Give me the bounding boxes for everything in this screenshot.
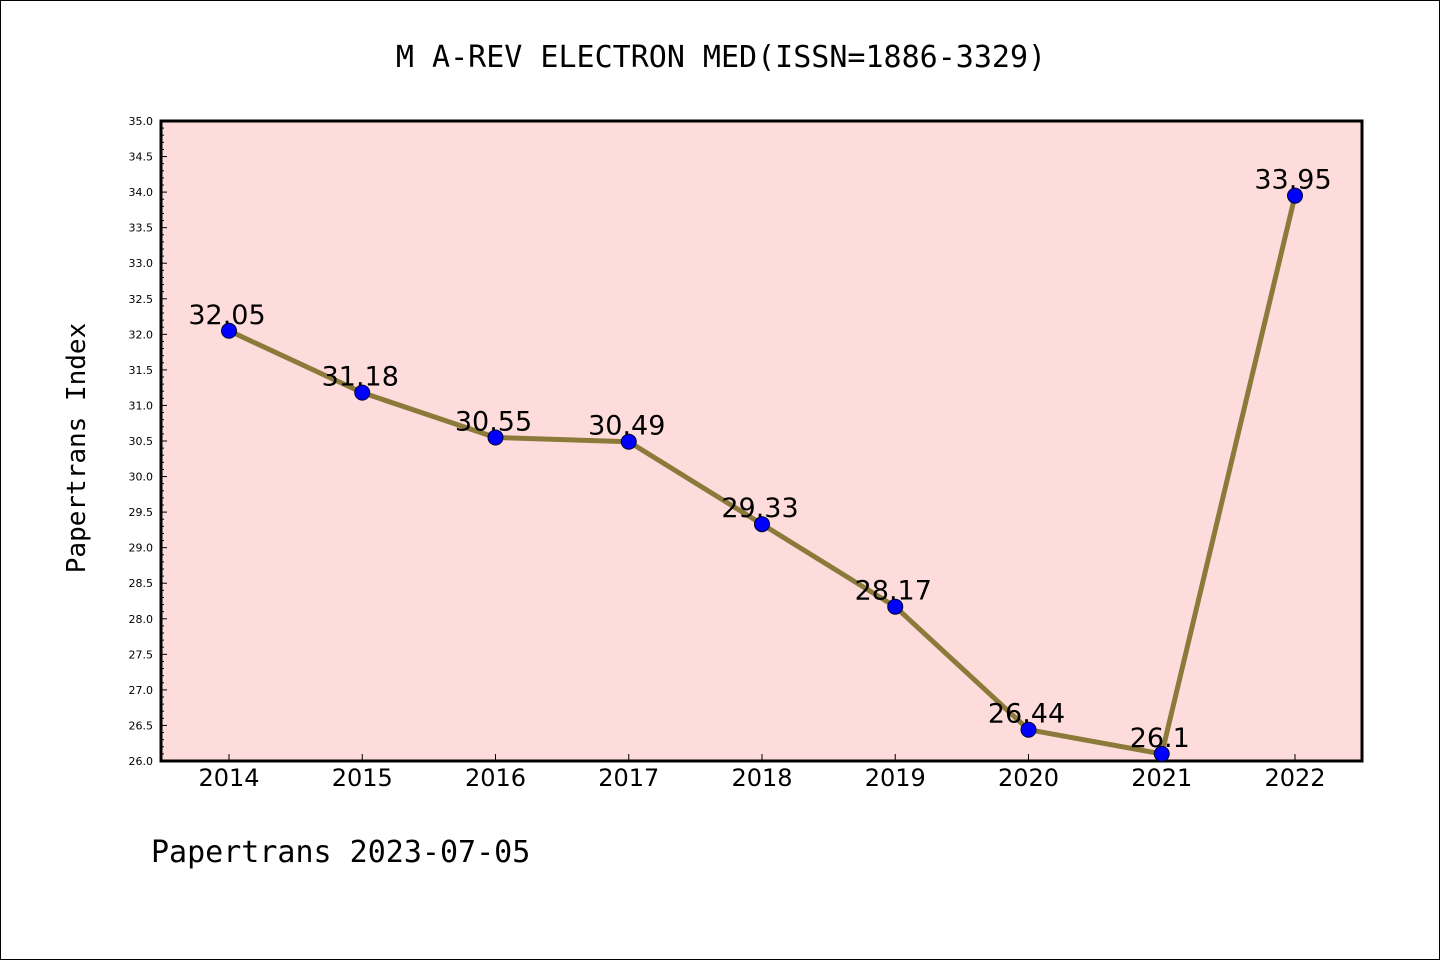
chart-title: M A-REV ELECTRON MED(ISSN=1886-3329) xyxy=(396,40,1046,75)
data-label: 26.1 xyxy=(1130,723,1190,754)
data-label: 29.33 xyxy=(721,493,798,524)
y-tick-label: 28.5 xyxy=(129,577,154,590)
data-point xyxy=(1020,721,1037,738)
data-label: 28.17 xyxy=(855,576,932,607)
data-point xyxy=(754,516,770,533)
y-axis: 26.0 26.5 27.0 27.5 28.0 28.5 29.0 29.5 30.0 30.5… xyxy=(129,115,167,768)
data-label: 32.05 xyxy=(188,300,265,331)
x-tick-label: 2022 xyxy=(1264,764,1325,792)
x-axis: 2014 2015 2016 2017 2018 2019 2020 2021 2022 xyxy=(198,754,1326,792)
footer-text: Papertrans 2023-07-05 xyxy=(151,835,531,870)
series-line: 32.05 31.18 30.55 30.49 29.33 28.17 26.44 26.1 3… xyxy=(188,165,1332,762)
y-tick-label: 29.5 xyxy=(129,506,154,519)
data-label: 30.49 xyxy=(588,411,665,442)
data-label: 33.95 xyxy=(1254,165,1331,196)
y-tick-label: 26.5 xyxy=(129,719,154,732)
y-tick-label: 31.0 xyxy=(129,399,154,412)
y-tick-label: 31.5 xyxy=(129,364,154,377)
y-axis-label: Papertrans Index xyxy=(62,323,92,573)
x-tick-label: 2016 xyxy=(465,764,526,792)
y-tick-label: 26.0 xyxy=(129,755,154,768)
x-tick-label: 2018 xyxy=(731,764,792,792)
data-label: 31.18 xyxy=(322,362,399,393)
y-tick-label: 30.0 xyxy=(129,471,154,484)
y-tick-label: 28.0 xyxy=(129,613,154,626)
plot-background xyxy=(161,121,1362,761)
y-tick-label: 30.5 xyxy=(129,435,154,448)
y-tick-label: 29.0 xyxy=(129,542,154,555)
data-point xyxy=(1153,745,1170,762)
x-tick-label: 2021 xyxy=(1131,764,1192,792)
y-tick-label: 27.0 xyxy=(129,684,154,697)
y-tick-label: 32.0 xyxy=(129,328,154,341)
data-point xyxy=(354,384,371,401)
y-tick-label: 27.5 xyxy=(129,648,154,661)
x-tick-label: 2019 xyxy=(865,764,926,792)
y-tick-label: 34.0 xyxy=(129,186,154,199)
y-tick-label: 34.5 xyxy=(129,151,154,164)
data-point xyxy=(487,429,504,446)
x-tick-label: 2015 xyxy=(332,764,393,792)
data-point xyxy=(620,433,637,450)
y-tick-label: 33.0 xyxy=(129,257,154,270)
y-tick-label: 33.5 xyxy=(129,222,154,235)
y-tick-label: 35.0 xyxy=(129,115,154,128)
data-label: 30.55 xyxy=(455,406,532,437)
data-label: 26.44 xyxy=(988,699,1065,730)
data-point xyxy=(1287,187,1303,204)
x-tick-label: 2014 xyxy=(198,764,259,792)
x-tick-label: 2017 xyxy=(598,764,659,792)
y-tick-label: 32.5 xyxy=(129,293,154,306)
x-tick-label: 2020 xyxy=(998,764,1059,792)
data-point xyxy=(887,598,904,615)
data-point xyxy=(221,322,237,339)
